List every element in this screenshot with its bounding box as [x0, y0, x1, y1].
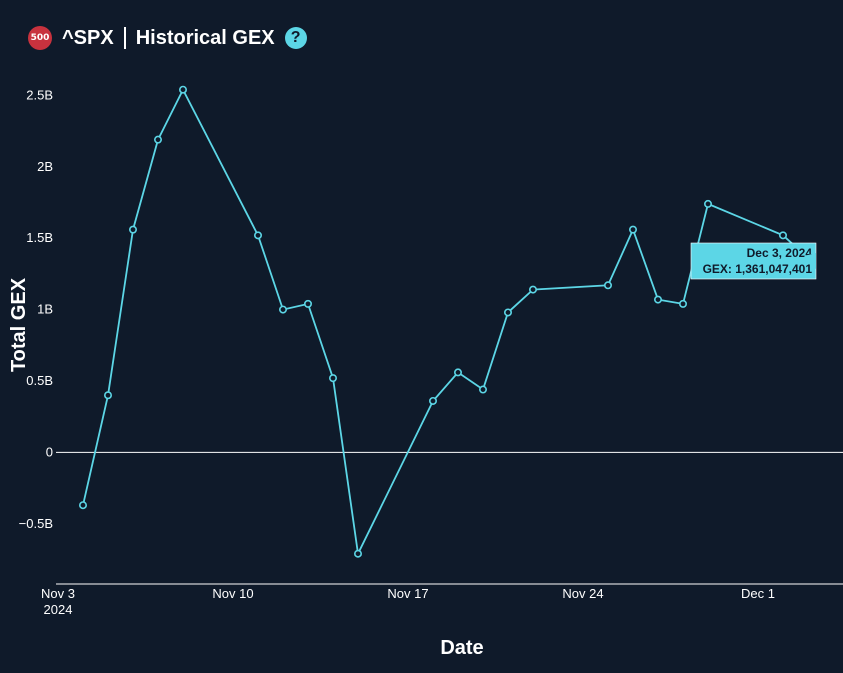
help-icon[interactable]: ? — [284, 27, 307, 49]
series-line — [82, 87, 809, 557]
data-point[interactable] — [453, 368, 462, 377]
data-point[interactable] — [503, 308, 512, 317]
data-point[interactable] — [303, 299, 312, 308]
y-axis-ticks: −0.5B 0 0.5B 1B 1.5B 2B 2.5B — [19, 87, 53, 530]
series-markers — [79, 85, 812, 558]
x-axis-title: Date — [440, 637, 483, 659]
title-separator — [123, 27, 126, 49]
data-point[interactable] — [328, 374, 337, 383]
chart-title: Historical GEX — [135, 26, 275, 49]
y-tick-label: 0 — [46, 444, 53, 459]
data-point[interactable] — [79, 501, 88, 510]
data-point[interactable] — [703, 199, 712, 208]
ticker-symbol: ^SPX — [62, 26, 114, 49]
y-tick-label: 2B — [37, 159, 53, 174]
y-tick-label: −0.5B — [19, 516, 53, 531]
data-point[interactable] — [628, 225, 637, 234]
data-point[interactable] — [278, 305, 287, 314]
data-point[interactable] — [528, 285, 537, 294]
data-point[interactable] — [129, 225, 138, 234]
tooltip-date: Dec 3, 2024 — [747, 246, 813, 260]
x-tick-label: Nov 3 — [41, 586, 75, 601]
data-point[interactable] — [104, 391, 113, 400]
y-tick-label: 2.5B — [26, 87, 53, 102]
x-tick-label: Nov 17 — [387, 586, 428, 601]
index-badge: 500 — [28, 26, 52, 50]
y-tick-label: 0.5B — [26, 373, 53, 388]
x-tick-sublabel: 2024 — [44, 602, 73, 617]
x-tick-label: Nov 24 — [562, 586, 603, 601]
y-tick-label: 1.5B — [26, 230, 53, 245]
data-point[interactable] — [603, 281, 612, 290]
tooltip-box — [690, 242, 817, 280]
data-point[interactable] — [428, 396, 437, 405]
y-axis-title: Total GEX — [8, 277, 30, 372]
data-point[interactable] — [353, 549, 362, 558]
data-point[interactable] — [254, 231, 263, 240]
y-tick-label: 1B — [37, 302, 53, 317]
data-point[interactable] — [678, 299, 687, 308]
x-tick-label: Dec 1 — [741, 586, 775, 601]
data-point[interactable] — [154, 135, 163, 144]
tooltip-pointer — [804, 253, 816, 269]
tooltip-value: GEX: 1,361,047,401 — [703, 262, 813, 276]
hover-tooltip: Dec 3, 2024 GEX: 1,361,047,401 — [690, 242, 817, 280]
data-point[interactable] — [478, 385, 487, 394]
data-point[interactable] — [778, 231, 787, 240]
data-point[interactable] — [179, 85, 188, 94]
x-tick-label: Nov 10 — [212, 586, 253, 601]
data-point[interactable] — [653, 295, 662, 304]
chart-header: 500 ^SPX Historical GEX ? — [28, 24, 307, 52]
